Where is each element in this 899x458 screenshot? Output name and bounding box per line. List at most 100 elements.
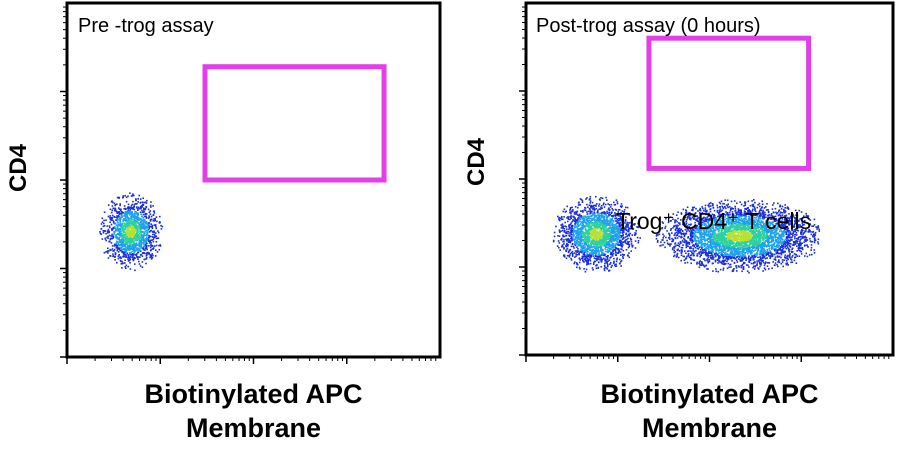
event-point [693, 259, 696, 261]
event-point [128, 221, 131, 223]
event-point [709, 243, 712, 246]
event-point [143, 252, 145, 254]
event-point [586, 231, 589, 233]
event-point [586, 240, 589, 243]
event-point [132, 229, 135, 231]
event-point [707, 261, 709, 264]
event-point [151, 253, 153, 255]
event-point [159, 221, 161, 224]
event-point [774, 215, 777, 218]
event-point [560, 230, 562, 232]
event-point [562, 210, 565, 213]
event-point [615, 265, 618, 267]
event-point [687, 254, 690, 256]
event-point [128, 228, 130, 230]
event-point [726, 217, 728, 220]
event-point [803, 241, 805, 243]
event-point [565, 239, 568, 241]
event-point [795, 234, 798, 236]
event-point [120, 246, 122, 249]
event-point [583, 268, 585, 270]
event-point [591, 232, 594, 234]
event-point [578, 203, 581, 206]
event-point [584, 215, 587, 217]
event-point [562, 245, 564, 248]
event-point [135, 234, 137, 236]
event-point [588, 239, 591, 241]
event-point [601, 223, 604, 225]
event-point [135, 198, 137, 200]
event-point [123, 239, 126, 242]
event-point [596, 245, 599, 248]
event-point [125, 222, 127, 225]
event-point [780, 227, 783, 230]
event-point [120, 263, 123, 265]
event-point [123, 222, 126, 224]
event-point [718, 257, 721, 259]
event-point [605, 267, 607, 269]
event-point [608, 250, 611, 252]
event-point [588, 216, 590, 218]
event-point [139, 240, 142, 242]
event-point [590, 256, 592, 258]
event-point [118, 223, 121, 226]
event-point [588, 240, 591, 243]
event-point [595, 241, 598, 244]
event-point [140, 232, 142, 234]
event-point [121, 243, 123, 246]
event-point [603, 268, 606, 270]
event-point [124, 235, 126, 238]
event-point [615, 248, 618, 250]
event-point [780, 256, 782, 259]
event-point [141, 206, 143, 208]
event-point [608, 204, 611, 206]
event-point [734, 252, 736, 255]
event-point [594, 253, 597, 255]
event-point [131, 232, 134, 234]
event-point [602, 203, 605, 206]
event-point [599, 229, 601, 232]
event-point [152, 219, 155, 222]
event-point [128, 243, 131, 245]
event-point [576, 250, 579, 252]
event-point [121, 234, 123, 236]
event-point [563, 235, 565, 238]
event-point [622, 236, 625, 239]
event-point [788, 218, 790, 220]
event-point [588, 198, 591, 201]
event-point [593, 261, 595, 264]
event-point [788, 224, 790, 226]
event-point [600, 253, 603, 256]
event-point [127, 216, 130, 219]
event-point [587, 230, 590, 233]
event-point [573, 220, 576, 222]
event-point [594, 245, 597, 248]
event-point [706, 259, 708, 262]
event-point [618, 227, 621, 229]
event-point [626, 235, 628, 237]
event-point [682, 255, 685, 258]
event-point [129, 268, 132, 270]
event-point [813, 239, 816, 242]
event-point [613, 235, 615, 237]
event-point [675, 231, 678, 234]
event-point [780, 208, 783, 210]
event-point [688, 223, 690, 226]
event-point [122, 219, 124, 221]
event-point [128, 245, 131, 247]
event-point [597, 213, 599, 215]
event-point [602, 215, 604, 218]
event-point [772, 204, 774, 206]
event-point [624, 220, 627, 222]
event-point [566, 254, 569, 257]
event-point [568, 241, 570, 243]
event-point [610, 214, 613, 217]
event-point [567, 217, 569, 219]
event-point [132, 207, 134, 209]
event-point [142, 252, 144, 254]
event-point [586, 263, 588, 266]
event-point [119, 204, 121, 207]
event-point [775, 252, 778, 255]
event-point [592, 208, 594, 210]
event-point [603, 233, 605, 235]
